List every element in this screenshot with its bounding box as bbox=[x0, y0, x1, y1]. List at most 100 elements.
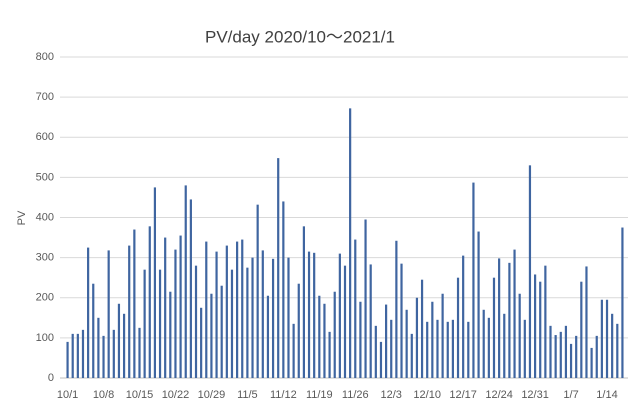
bar bbox=[518, 293, 521, 378]
bar bbox=[528, 165, 532, 378]
bar bbox=[349, 108, 352, 379]
bar bbox=[359, 301, 362, 378]
bar bbox=[153, 187, 157, 378]
bar bbox=[261, 250, 264, 378]
bar bbox=[446, 321, 449, 378]
bar bbox=[236, 241, 239, 378]
bar bbox=[590, 347, 593, 378]
bar bbox=[323, 303, 326, 378]
bar bbox=[164, 237, 167, 378]
bar bbox=[215, 251, 218, 378]
x-tick-label: 12/10 bbox=[413, 389, 441, 401]
bar bbox=[282, 201, 285, 378]
bar bbox=[600, 299, 603, 378]
bar bbox=[379, 341, 383, 378]
y-axis-label: PV bbox=[16, 210, 28, 225]
bar bbox=[318, 295, 321, 378]
bar bbox=[456, 277, 460, 378]
bar bbox=[122, 313, 126, 378]
x-tick-label: 10/29 bbox=[198, 389, 226, 401]
bar bbox=[503, 313, 506, 378]
bar bbox=[616, 323, 619, 378]
bar bbox=[523, 319, 526, 378]
bar bbox=[400, 263, 403, 378]
bar bbox=[575, 335, 578, 378]
bar bbox=[328, 331, 331, 378]
bar bbox=[138, 327, 141, 378]
y-tick-label: 800 bbox=[36, 51, 54, 63]
bar bbox=[338, 253, 341, 378]
bar bbox=[230, 269, 234, 378]
bar bbox=[364, 219, 367, 378]
bar bbox=[179, 235, 182, 378]
bar bbox=[76, 333, 79, 378]
bar bbox=[431, 301, 434, 378]
bar bbox=[569, 343, 573, 378]
bar bbox=[246, 267, 249, 378]
bar bbox=[169, 291, 172, 378]
bar bbox=[302, 226, 305, 378]
bar bbox=[544, 265, 547, 378]
bar bbox=[66, 341, 69, 378]
x-tick-label: 1/14 bbox=[596, 389, 617, 401]
bar bbox=[143, 269, 146, 378]
x-tick-label: 12/3 bbox=[381, 389, 402, 401]
bar bbox=[313, 252, 316, 378]
y-tick-label: 100 bbox=[36, 332, 54, 344]
bar bbox=[333, 291, 336, 378]
bar bbox=[595, 335, 598, 378]
x-tick-label: 11/5 bbox=[237, 389, 258, 401]
bar bbox=[225, 245, 228, 378]
bar bbox=[184, 185, 187, 378]
bar bbox=[292, 323, 295, 378]
x-tick-label: 12/24 bbox=[485, 389, 513, 401]
x-tick-label: 11/12 bbox=[270, 389, 297, 401]
bar bbox=[487, 317, 490, 378]
bar bbox=[395, 240, 398, 378]
bar bbox=[513, 249, 516, 378]
bar bbox=[71, 333, 74, 378]
bar bbox=[467, 321, 470, 378]
bar bbox=[605, 299, 609, 378]
bar bbox=[554, 335, 557, 378]
bar bbox=[426, 321, 429, 378]
bar bbox=[241, 239, 244, 378]
bar bbox=[133, 229, 136, 378]
y-tick-label: 700 bbox=[36, 91, 54, 103]
bar bbox=[564, 325, 568, 378]
y-tick-label: 200 bbox=[36, 292, 54, 304]
bar bbox=[256, 204, 259, 378]
y-tick-label: 300 bbox=[36, 252, 54, 264]
bar bbox=[174, 249, 177, 378]
bar bbox=[415, 297, 419, 378]
bar bbox=[87, 247, 90, 378]
bar bbox=[194, 265, 198, 378]
bar bbox=[410, 333, 413, 378]
x-tick-label: 11/19 bbox=[306, 389, 333, 401]
x-tick-label: 10/8 bbox=[93, 389, 114, 401]
bar bbox=[441, 293, 444, 378]
bar bbox=[266, 295, 270, 378]
chart-title: PV/day 2020/10～2021/1 bbox=[205, 27, 395, 46]
bar bbox=[559, 331, 562, 378]
x-tick-label: 10/1 bbox=[57, 389, 78, 401]
x-tick-label: 1/7 bbox=[563, 389, 578, 401]
x-tick-label: 11/26 bbox=[342, 389, 369, 401]
bar bbox=[580, 281, 583, 378]
bar bbox=[117, 303, 121, 378]
bar bbox=[200, 307, 203, 378]
y-tick-label: 500 bbox=[36, 171, 54, 183]
bar bbox=[385, 304, 388, 378]
bar bbox=[533, 274, 537, 378]
bar bbox=[102, 335, 105, 378]
bar bbox=[148, 226, 151, 378]
bar bbox=[277, 158, 280, 378]
bar bbox=[374, 325, 377, 378]
bar bbox=[369, 264, 372, 378]
x-tick-label: 12/31 bbox=[521, 389, 549, 401]
bar bbox=[354, 239, 357, 378]
bar bbox=[585, 266, 588, 378]
y-tick-label: 600 bbox=[36, 131, 54, 143]
bar bbox=[158, 269, 162, 378]
bar bbox=[107, 250, 110, 378]
